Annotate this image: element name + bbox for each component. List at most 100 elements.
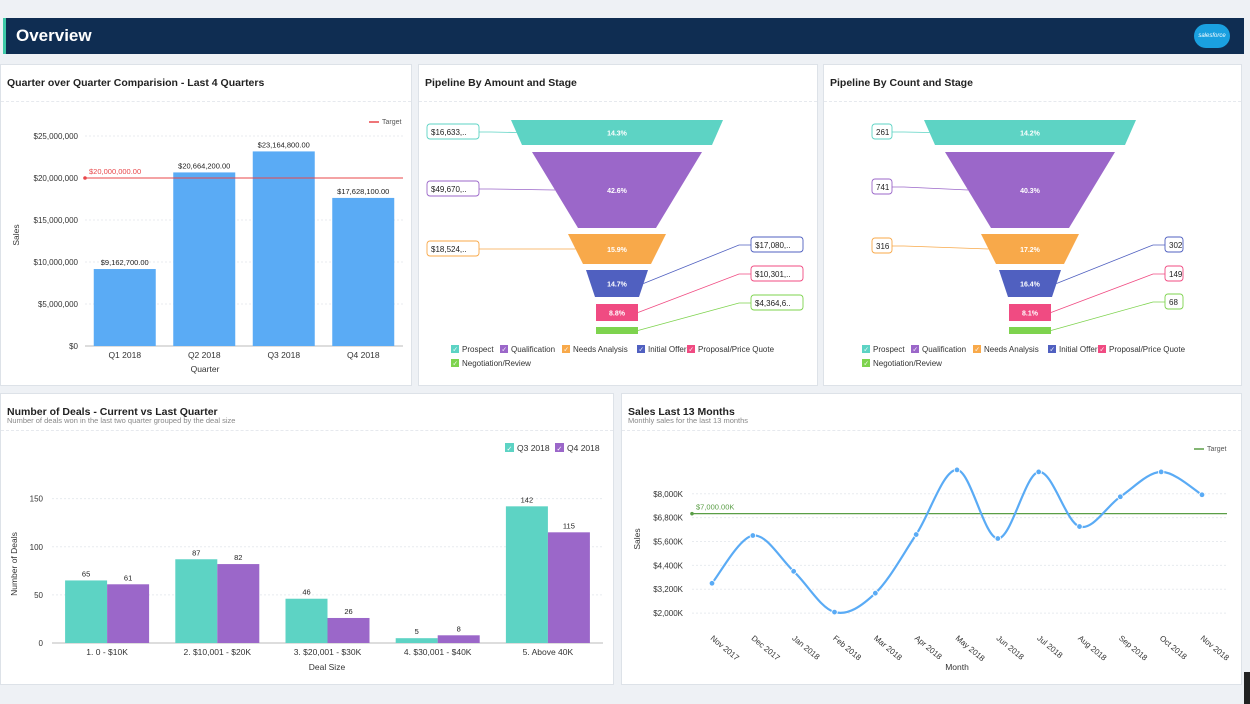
callout-value: $4,364,6.. [755, 299, 791, 308]
legend-swatch [862, 345, 870, 353]
callout-line [637, 302, 751, 331]
funnel-segment [1009, 304, 1051, 321]
bar [285, 598, 328, 643]
x-tick-label: Dec 2017 [750, 634, 782, 663]
callout-line [892, 186, 969, 191]
legend-check-icon: ✓ [564, 347, 569, 354]
callout-value: 261 [876, 128, 890, 137]
callout-value: 149 [1169, 270, 1183, 279]
funnel-segment [511, 120, 723, 145]
callout-box [871, 178, 893, 195]
panel-subtitle: Number of deals won in the last two quar… [7, 416, 236, 425]
target-marker [83, 176, 87, 180]
legend-check-icon: ✓ [639, 347, 644, 354]
y-tick-label: $4,400K [653, 561, 683, 570]
legend-check-icon: ✓ [557, 446, 563, 453]
data-point [790, 568, 797, 575]
x-tick-label: Q1 2018 [108, 350, 141, 360]
callout-box [871, 237, 893, 254]
bar-value-label: 8 [457, 624, 461, 633]
legend-target-label: Target [382, 119, 402, 126]
chart-sales13: $2,000K $3,200K $4,400K $5,600K $6,800K $8,00… [632, 446, 1231, 672]
data-point [1157, 468, 1165, 476]
legend-label: Prospect [462, 345, 494, 354]
x-tick-label: Jul 2018 [1035, 634, 1064, 661]
data-point [994, 535, 1002, 542]
legend-swatch [505, 443, 514, 452]
data-point [1076, 523, 1083, 530]
chart-pipeline-amount: 14.3% $16,633,.. 42.6% $49,670,.. 15.9% $18,5… [426, 120, 804, 368]
callout-box [1164, 236, 1184, 253]
x-tick-label: Jan 2018 [790, 634, 821, 662]
funnel-percent-label: 14.2% [1020, 131, 1041, 138]
funnel-segment [924, 120, 1136, 145]
funnel-segment [596, 304, 638, 321]
panel-pipeline-count: Pipeline By Count and Stage 14.2% 261 40.3… [823, 64, 1242, 386]
y-axis-title: Sales [11, 224, 21, 245]
y-tick-label: $3,200K [653, 585, 683, 594]
bar [65, 580, 108, 643]
legend-check-icon: ✓ [864, 361, 869, 368]
y-tick-label: $0 [69, 342, 78, 351]
bar-value-label: 61 [124, 573, 132, 582]
callout-value: 68 [1169, 298, 1178, 307]
legend-check-icon: ✓ [1050, 347, 1055, 354]
callout-box [750, 265, 804, 282]
bar [173, 172, 236, 346]
bar [505, 506, 548, 643]
panel-title: Pipeline By Count and Stage [830, 77, 973, 89]
salesforce-logo[interactable]: salesforce [1194, 24, 1230, 48]
x-tick-label: 2. $10,001 - $20K [184, 647, 252, 657]
legend-label: Needs Analysis [573, 345, 628, 354]
y-tick-label: 0 [39, 639, 44, 648]
legend-check-icon: ✓ [453, 347, 458, 354]
callout-box [750, 294, 804, 311]
funnel-percent-label: 14.3% [607, 131, 628, 138]
legend-swatch [562, 345, 570, 353]
bar-value-label: 142 [521, 495, 534, 504]
legend-check-icon: ✓ [507, 446, 513, 453]
funnel-segment [596, 327, 638, 334]
panel-pipeline-amount: Pipeline By Amount and Stage 14.3% $16,63… [418, 64, 818, 386]
funnel-segment [945, 152, 1115, 228]
bar-value-label: 82 [234, 553, 242, 562]
target-label: $7,000.00K [696, 503, 734, 512]
chart-deals: 0 50 100 150 65 61 1. 0 - $10K 87 82 2. $10,001 -… [9, 443, 603, 672]
legend-check-icon: ✓ [1100, 347, 1105, 354]
x-tick-label: 4. $30,001 - $40K [404, 647, 472, 657]
legend-label: Negotiation/Review [462, 359, 531, 368]
x-tick-label: Jun 2018 [995, 634, 1026, 662]
panel-sales13: Sales Last 13 Months Monthly sales for t… [621, 393, 1242, 685]
bar-value-label: $23,164,800.00 [258, 140, 310, 149]
dashboard-header: Overview salesforce [3, 18, 1244, 54]
funnel-segment [568, 234, 666, 264]
bar [547, 532, 590, 643]
legend-label: Proposal/Price Quote [1109, 345, 1186, 354]
x-tick-label: Nov 2017 [709, 634, 741, 663]
x-tick-label: Q2 2018 [188, 350, 221, 360]
callout-value: 316 [876, 242, 890, 251]
funnel-segment [586, 270, 648, 297]
callout-line [643, 244, 751, 284]
bar-value-label: 87 [192, 548, 200, 557]
funnel-segment [999, 270, 1061, 297]
callout-value: $17,080,.. [755, 241, 791, 250]
funnel-segment [532, 152, 702, 228]
legend-swatch [687, 345, 695, 353]
funnel-percent-label: 8.8% [609, 311, 626, 318]
funnel-percent-label: 42.6% [607, 188, 628, 195]
bar [327, 617, 370, 643]
x-tick-label: Q4 2018 [347, 350, 380, 360]
legend-swatch [911, 345, 919, 353]
y-tick-label: 100 [30, 543, 44, 552]
y-tick-label: 50 [34, 591, 43, 600]
bar-value-label: 115 [563, 521, 575, 530]
bar-value-label: 5 [415, 627, 419, 636]
legend-label: Q3 2018 [517, 443, 550, 453]
callout-box [1164, 265, 1184, 282]
funnel-percent-label: 16.4% [1020, 282, 1041, 289]
bar [107, 584, 150, 643]
callout-line [1050, 273, 1165, 313]
callout-line [479, 188, 556, 191]
bar [395, 638, 438, 643]
